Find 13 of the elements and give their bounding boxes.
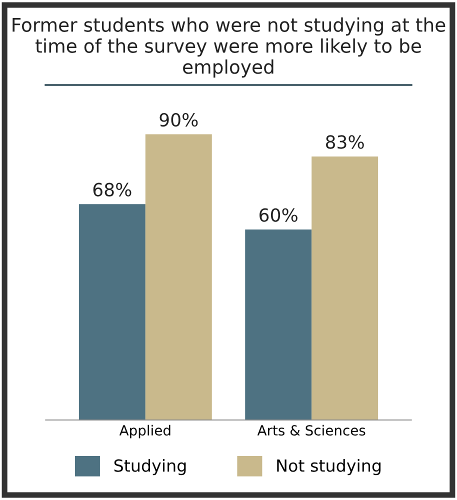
- data-label: 90%: [160, 112, 198, 127]
- x-tick-label: Applied: [119, 424, 170, 438]
- x-tick-label: Arts & Sciences: [257, 424, 366, 436]
- data-label: 60%: [260, 208, 298, 222]
- legend-label: Not studying: [277, 459, 381, 476]
- bar: [245, 230, 312, 420]
- chart-title: Former students who were not studying at the time of the survey were more likely to be employed: [12, 17, 446, 78]
- data-label: 83%: [326, 135, 364, 149]
- bar: [78, 204, 146, 420]
- legend-label: Studying: [114, 459, 186, 476]
- data-label: 68%: [93, 182, 132, 196]
- bar: [312, 156, 378, 420]
- bar: [145, 134, 212, 420]
